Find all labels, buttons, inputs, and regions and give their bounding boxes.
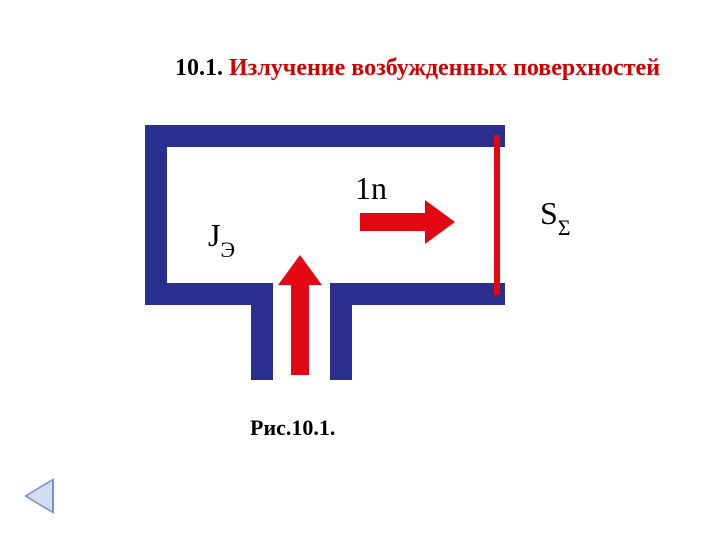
label-n-main: 1n — [355, 170, 387, 206]
label-S-main: S — [540, 195, 558, 231]
label-J-main: J — [208, 217, 220, 253]
chevron-left-icon — [27, 481, 52, 511]
label-S: SΣ — [540, 195, 571, 237]
waveguide-diagram — [0, 0, 720, 540]
label-S-sub: Σ — [558, 215, 571, 240]
figure-caption: Рис.10.1. — [250, 415, 335, 441]
label-J-sub: Э — [220, 237, 235, 262]
label-J: JЭ — [208, 217, 235, 259]
label-n: 1n — [355, 170, 387, 207]
prev-slide-button[interactable] — [24, 478, 54, 514]
